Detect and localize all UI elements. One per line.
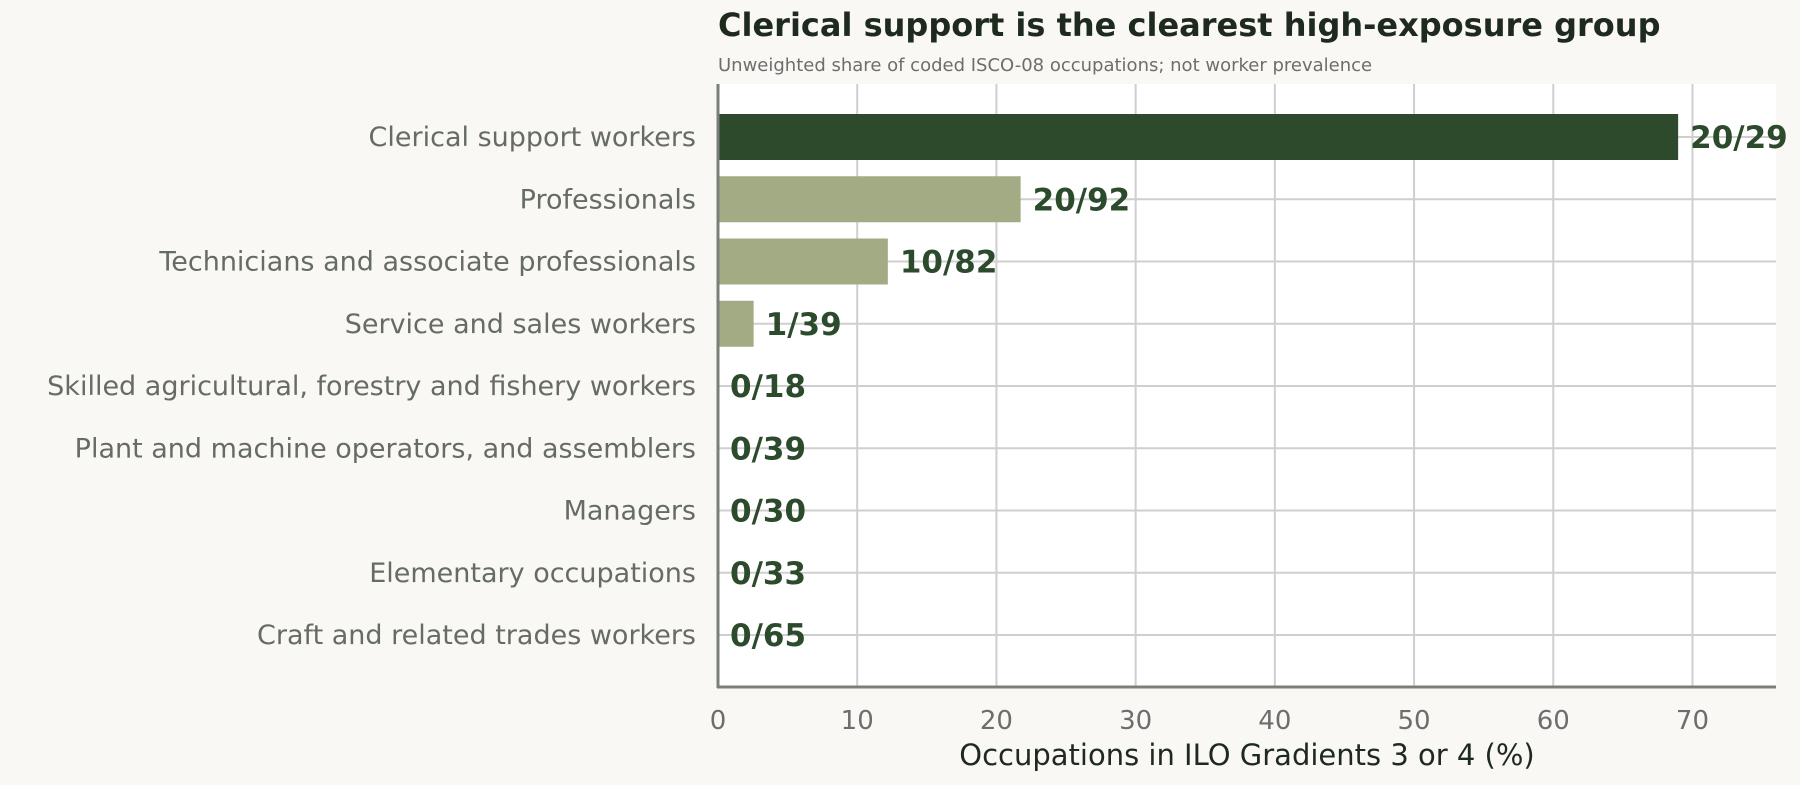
category-label: Plant and machine operators, and assembl… — [75, 433, 696, 464]
x-tick-label: 20 — [980, 706, 1013, 736]
data-label: 1/39 — [766, 307, 842, 343]
category-label: Technicians and associate professionals — [158, 247, 696, 278]
category-label: Elementary occupations — [369, 558, 696, 589]
chart-title: Clerical support is the clearest high-ex… — [718, 6, 1660, 44]
category-label: Clerical support workers — [369, 122, 696, 153]
x-tick-label: 0 — [710, 706, 727, 736]
category-label: Craft and related trades workers — [257, 620, 696, 651]
bar — [718, 238, 888, 285]
axes — [716, 84, 1776, 689]
category-label: Service and sales workers — [345, 309, 696, 340]
bar — [718, 176, 1021, 223]
chart-subtitle: Unweighted share of coded ISCO-08 occupa… — [718, 55, 1372, 76]
data-label: 0/30 — [730, 494, 806, 530]
data-label: 20/92 — [1033, 182, 1131, 218]
x-tick-label: 40 — [1258, 706, 1291, 736]
category-label: Skilled agricultural, forestry and fishe… — [47, 371, 696, 402]
x-tick-label: 70 — [1676, 706, 1709, 736]
data-label: 0/39 — [730, 431, 806, 467]
category-label: Managers — [564, 496, 696, 527]
x-tick-label: 60 — [1537, 706, 1570, 736]
x-tick-label: 10 — [841, 706, 874, 736]
data-label: 0/33 — [730, 556, 806, 592]
bars — [718, 114, 1679, 347]
bar — [718, 300, 754, 347]
gridlines — [717, 84, 1776, 687]
x-axis-label: Occupations in ILO Gradients 3 or 4 (%) — [959, 738, 1534, 772]
x-tick-label: 50 — [1398, 706, 1431, 736]
labels: 0 10 20 30 40 50 60 70 Clerical support workers 2… — [47, 120, 1788, 736]
bar — [718, 114, 1679, 160]
data-label: 0/65 — [730, 618, 806, 654]
data-label: 10/82 — [900, 245, 998, 281]
category-label: Professionals — [520, 184, 696, 215]
data-label: 0/18 — [730, 369, 806, 405]
x-tick-label: 30 — [1119, 706, 1152, 736]
data-label: 20/29 — [1690, 120, 1788, 156]
